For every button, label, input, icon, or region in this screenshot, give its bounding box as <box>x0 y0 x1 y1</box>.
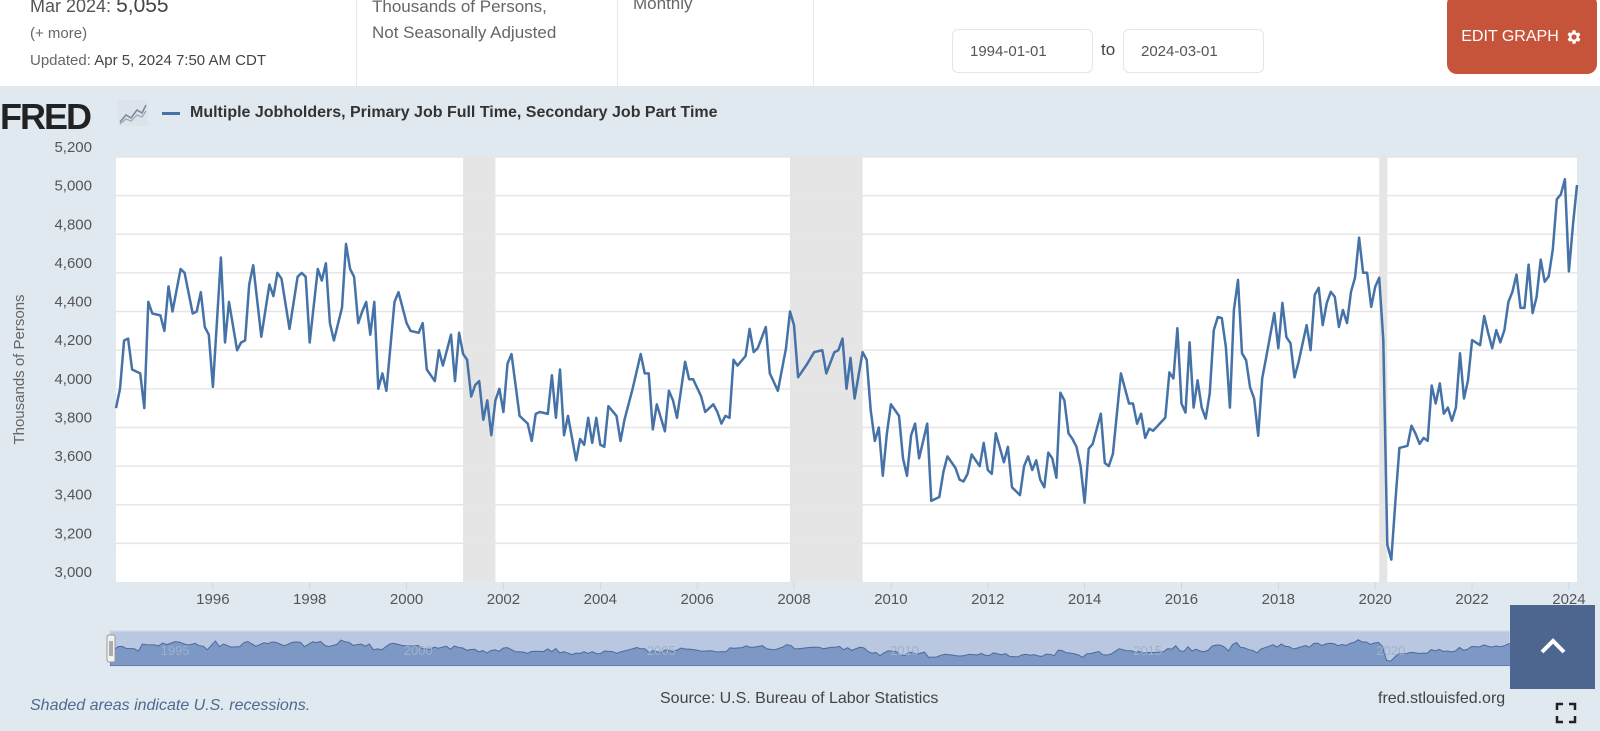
chevron-up-icon <box>1540 637 1565 653</box>
updated-timestamp: Updated: Apr 5, 2024 7:50 AM CDT <box>30 52 266 69</box>
navigator-tick-label: 2015 <box>1133 643 1162 658</box>
x-tick-label: 2022 <box>1455 591 1488 608</box>
date-range-separator: to <box>1101 40 1116 59</box>
navigator-tick-label: 1995 <box>161 643 190 658</box>
edit-graph-label: EDIT GRAPH <box>1461 27 1559 45</box>
x-tick-label: 2008 <box>777 591 810 608</box>
source-text[interactable]: Source: U.S. Bureau of Labor Statistics <box>660 690 939 707</box>
y-tick-label: 4,400 <box>54 294 92 311</box>
series-header: Mar 2024: 5,055 (+ more) Updated: Apr 5,… <box>0 0 1600 86</box>
x-tick-label: 2014 <box>1068 591 1101 608</box>
units-line2: Not Seasonally Adjusted <box>372 23 557 42</box>
x-tick-label: 1998 <box>293 591 326 608</box>
recession-note: Shaded areas indicate U.S. recessions. <box>30 697 311 714</box>
fred-logo[interactable]: FRED <box>0 96 92 137</box>
x-tick-label: 2016 <box>1165 591 1198 608</box>
fullscreen-icon[interactable] <box>1555 702 1577 724</box>
navigator-tick-label: 2020 <box>1376 643 1405 658</box>
observation-value: 5,055 <box>116 0 169 17</box>
y-tick-label: 3,200 <box>54 525 92 542</box>
x-tick-label: 1996 <box>196 591 229 608</box>
navigator-handle-left[interactable] <box>106 634 116 663</box>
frequency-column: Monthly <box>617 0 814 86</box>
y-tick-label: 3,400 <box>54 487 92 504</box>
observation-column: Mar 2024: 5,055 (+ more) Updated: Apr 5,… <box>0 0 357 86</box>
line-chart: 3,000 3,200 3,400 3,600 3,800 4,000 4,200 4,400… <box>11 140 1586 667</box>
edit-graph-button[interactable]: EDIT GRAPH <box>1447 0 1597 74</box>
observation-date: Mar 2024: <box>30 0 112 16</box>
y-tick-label: 3,800 <box>54 409 92 426</box>
site-link[interactable]: fred.stlouisfed.org <box>1378 690 1506 707</box>
navigator-series <box>110 639 1510 666</box>
units-text: Thousands of Persons, Not Seasonally Adj… <box>372 0 556 46</box>
y-tick-label: 4,000 <box>54 371 92 388</box>
x-tick-label: 2010 <box>874 591 907 608</box>
x-tick-label: 2000 <box>390 591 423 608</box>
series-line <box>114 177 1579 561</box>
y-axis-label: Thousands of Persons <box>11 294 28 444</box>
y-tick-label: 4,800 <box>54 216 92 233</box>
navigator-tick-label: 2010 <box>890 643 919 658</box>
y-tick-label: 3,000 <box>54 564 92 581</box>
line-chart-icon <box>118 100 148 126</box>
navigator-tick-label: 2000 <box>404 643 433 658</box>
x-tick-label: 2024 <box>1552 591 1585 608</box>
frequency-text: Monthly <box>633 0 693 13</box>
y-tick-label: 4,600 <box>54 255 92 272</box>
legend-series-label: Multiple Jobholders, Primary Job Full Ti… <box>190 104 718 121</box>
latest-observation: Mar 2024: 5,055 <box>30 0 169 18</box>
navigator-tick-label: 2005 <box>647 643 676 658</box>
y-tick-label: 5,000 <box>54 178 92 195</box>
x-tick-label: 2006 <box>680 591 713 608</box>
more-observations-link[interactable]: (+ more) <box>30 25 88 42</box>
x-tick-label: 2002 <box>487 591 520 608</box>
units-line1: Thousands of Persons, <box>372 0 547 16</box>
updated-value: Apr 5, 2024 7:50 AM CDT <box>94 52 266 69</box>
chart-legend: Multiple Jobholders, Primary Job Full Ti… <box>162 104 718 122</box>
units-column: Thousands of Persons, Not Seasonally Adj… <box>356 0 618 86</box>
scroll-up-button[interactable] <box>1510 605 1595 689</box>
x-tick-label: 2004 <box>584 591 617 608</box>
legend-swatch <box>162 111 180 115</box>
y-tick-label: 3,600 <box>54 448 92 465</box>
end-date-input[interactable] <box>1123 29 1264 73</box>
y-tick-label: 4,200 <box>54 332 92 349</box>
updated-label: Updated: <box>30 52 91 69</box>
y-tick-label: 5,200 <box>54 140 92 156</box>
start-date-input[interactable] <box>952 29 1093 73</box>
gear-icon <box>1567 29 1581 44</box>
x-tick-label: 2020 <box>1359 591 1392 608</box>
x-tick-label: 2012 <box>971 591 1004 608</box>
x-tick-label: 2018 <box>1262 591 1295 608</box>
